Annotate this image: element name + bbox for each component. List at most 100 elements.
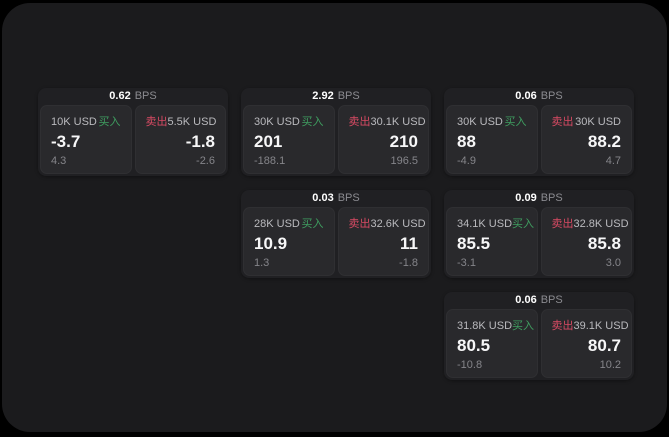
buy-pane[interactable]: 34.1K USD 买入 85.5 -3.1: [446, 207, 538, 276]
sell-size: 32.8K USD: [573, 218, 629, 230]
buy-pane[interactable]: 30K USD 买入 88 -4.9: [446, 105, 538, 174]
bps-header: 0.06 BPS: [446, 292, 632, 309]
bps-unit-label: BPS: [540, 192, 563, 204]
buy-price: 10.9: [254, 234, 288, 253]
app-window: 0.62 BPS 10K USD 买入 -3.7 4.3 卖出 5.5K USD…: [2, 3, 667, 432]
sell-size: 30K USD: [575, 116, 621, 128]
bps-header: 2.92 BPS: [243, 88, 429, 105]
buy-delta: -188.1: [254, 155, 286, 167]
buy-price: 88: [457, 132, 476, 151]
sell-price: 210: [389, 132, 418, 151]
buy-price: 201: [254, 132, 283, 151]
bps-unit-label: BPS: [337, 192, 360, 204]
bps-value: 0.03: [312, 192, 334, 204]
sell-pane-top: 卖出 30.1K USD: [348, 113, 426, 129]
buy-pane[interactable]: 30K USD 买入 201 -188.1: [243, 105, 335, 174]
sell-side-label: 卖出: [348, 218, 371, 230]
sell-side-label: 卖出: [551, 218, 574, 230]
sell-pane[interactable]: 卖出 32.8K USD 85.8 3.0: [540, 207, 632, 276]
sell-size: 39.1K USD: [573, 320, 629, 332]
buy-side-label: 买入: [512, 218, 535, 230]
buy-size: 30K USD: [254, 116, 300, 128]
sell-size: 5.5K USD: [167, 116, 217, 128]
sell-pane[interactable]: 卖出 5.5K USD -1.8 -2.6: [134, 105, 226, 174]
bps-unit-label: BPS: [540, 90, 563, 102]
quote-panes: 31.8K USD 买入 80.5 -10.8 卖出 39.1K USD 80.…: [446, 309, 632, 378]
sell-side-label: 卖出: [551, 116, 574, 128]
bps-header: 0.06 BPS: [446, 88, 632, 105]
buy-price: 85.5: [457, 234, 491, 253]
buy-size: 30K USD: [457, 116, 503, 128]
buy-pane-top: 30K USD 买入: [254, 113, 324, 129]
sell-price: -1.8: [185, 132, 215, 151]
sell-price: 11: [400, 234, 418, 253]
quote-card: 0.03 BPS 28K USD 买入 10.9 1.3 卖出 32.6K US…: [241, 190, 431, 278]
bps-header: 0.03 BPS: [243, 190, 429, 207]
buy-price: -3.7: [51, 132, 81, 151]
buy-pane[interactable]: 28K USD 买入 10.9 1.3: [243, 207, 335, 276]
buy-side-label: 买入: [98, 116, 121, 128]
bps-unit-label: BPS: [134, 90, 157, 102]
buy-delta: 1.3: [254, 257, 270, 269]
quote-panes: 30K USD 买入 88 -4.9 卖出 30K USD 88.2 4.7: [446, 105, 632, 174]
quote-card: 0.09 BPS 34.1K USD 买入 85.5 -3.1 卖出 32.8K…: [444, 190, 634, 278]
sell-pane[interactable]: 卖出 39.1K USD 80.7 10.2: [540, 309, 632, 378]
sell-pane[interactable]: 卖出 30.1K USD 210 196.5: [337, 105, 429, 174]
buy-side-label: 买入: [301, 116, 324, 128]
bps-value: 2.92: [312, 90, 334, 102]
buy-size: 34.1K USD: [457, 218, 513, 230]
buy-size: 31.8K USD: [457, 320, 513, 332]
buy-side-label: 买入: [512, 320, 535, 332]
sell-delta: 3.0: [605, 257, 621, 269]
sell-pane-top: 卖出 5.5K USD: [145, 113, 217, 129]
bps-value: 0.09: [515, 192, 537, 204]
quote-card: 0.62 BPS 10K USD 买入 -3.7 4.3 卖出 5.5K USD…: [38, 88, 228, 176]
sell-delta: 10.2: [599, 359, 621, 371]
buy-pane-top: 28K USD 买入: [254, 215, 324, 231]
sell-delta: -1.8: [399, 257, 418, 269]
sell-price: 85.8: [587, 234, 621, 253]
sell-price: 88.2: [587, 132, 621, 151]
sell-delta: 196.5: [390, 155, 418, 167]
sell-pane-top: 卖出 30K USD: [552, 113, 622, 129]
sell-side-label: 卖出: [551, 320, 574, 332]
sell-delta: 4.7: [605, 155, 621, 167]
sell-pane-top: 卖出 32.8K USD: [551, 215, 629, 231]
quote-card: 0.06 BPS 31.8K USD 买入 80.5 -10.8 卖出 39.1…: [444, 292, 634, 380]
buy-pane-top: 30K USD 买入: [457, 113, 527, 129]
quote-cards-grid: 0.62 BPS 10K USD 买入 -3.7 4.3 卖出 5.5K USD…: [38, 88, 634, 380]
bps-header: 0.09 BPS: [446, 190, 632, 207]
bps-value: 0.06: [515, 90, 537, 102]
bps-value: 0.06: [515, 294, 537, 306]
bps-value: 0.62: [109, 90, 131, 102]
sell-pane-top: 卖出 32.6K USD: [348, 215, 426, 231]
sell-side-label: 卖出: [348, 116, 371, 128]
sell-side-label: 卖出: [145, 116, 168, 128]
buy-delta: 4.3: [51, 155, 67, 167]
buy-delta: -3.1: [457, 257, 476, 269]
buy-pane[interactable]: 31.8K USD 买入 80.5 -10.8: [446, 309, 538, 378]
buy-size: 28K USD: [254, 218, 300, 230]
bps-unit-label: BPS: [540, 294, 563, 306]
buy-pane-top: 34.1K USD 买入: [457, 215, 534, 231]
buy-delta: -10.8: [457, 359, 483, 371]
sell-delta: -2.6: [196, 155, 215, 167]
buy-pane[interactable]: 10K USD 买入 -3.7 4.3: [40, 105, 132, 174]
sell-pane-top: 卖出 39.1K USD: [551, 317, 629, 333]
bps-unit-label: BPS: [337, 90, 360, 102]
sell-size: 32.6K USD: [370, 218, 426, 230]
quote-panes: 34.1K USD 买入 85.5 -3.1 卖出 32.8K USD 85.8…: [446, 207, 632, 276]
buy-side-label: 买入: [504, 116, 527, 128]
buy-pane-top: 31.8K USD 买入: [457, 317, 534, 333]
quote-panes: 30K USD 买入 201 -188.1 卖出 30.1K USD 210 1…: [243, 105, 429, 174]
sell-price: 80.7: [587, 336, 621, 355]
quote-card: 0.06 BPS 30K USD 买入 88 -4.9 卖出 30K USD 8…: [444, 88, 634, 176]
sell-pane[interactable]: 卖出 30K USD 88.2 4.7: [540, 105, 632, 174]
buy-pane-top: 10K USD 买入: [51, 113, 121, 129]
buy-price: 80.5: [457, 336, 491, 355]
bps-header: 0.62 BPS: [40, 88, 226, 105]
buy-size: 10K USD: [51, 116, 97, 128]
quote-panes: 28K USD 买入 10.9 1.3 卖出 32.6K USD 11 -1.8: [243, 207, 429, 276]
sell-pane[interactable]: 卖出 32.6K USD 11 -1.8: [337, 207, 429, 276]
buy-side-label: 买入: [301, 218, 324, 230]
